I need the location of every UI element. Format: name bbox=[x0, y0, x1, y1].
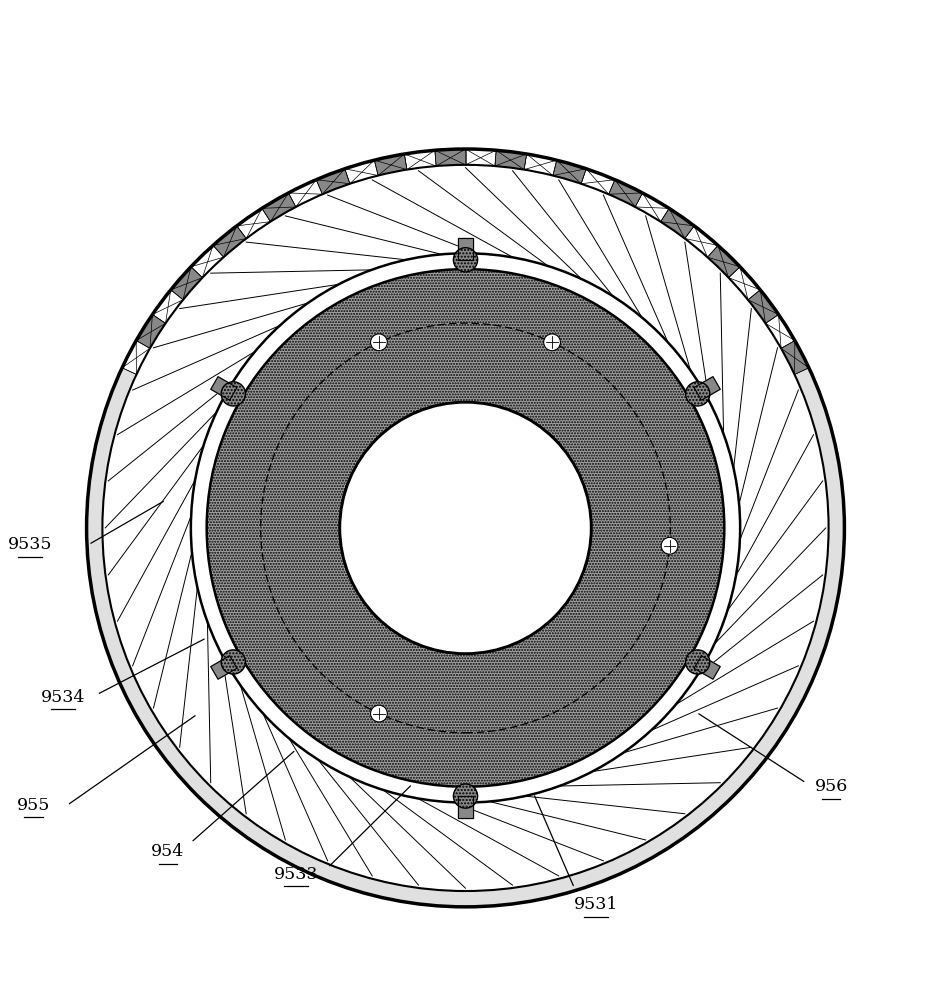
Text: 9533: 9533 bbox=[274, 866, 318, 883]
Wedge shape bbox=[374, 154, 407, 176]
Circle shape bbox=[544, 334, 560, 351]
Wedge shape bbox=[581, 169, 614, 194]
Wedge shape bbox=[495, 150, 527, 170]
Polygon shape bbox=[458, 238, 473, 260]
Wedge shape bbox=[635, 193, 669, 222]
Circle shape bbox=[453, 784, 478, 808]
Wedge shape bbox=[404, 150, 436, 170]
Text: 9535: 9535 bbox=[7, 536, 52, 553]
Wedge shape bbox=[191, 245, 223, 278]
Circle shape bbox=[453, 248, 478, 272]
Text: 954: 954 bbox=[151, 843, 184, 860]
Wedge shape bbox=[136, 314, 166, 348]
Wedge shape bbox=[87, 149, 844, 907]
Polygon shape bbox=[695, 656, 721, 679]
Wedge shape bbox=[684, 226, 718, 257]
Text: 9534: 9534 bbox=[41, 689, 86, 706]
Polygon shape bbox=[210, 656, 236, 679]
Wedge shape bbox=[661, 208, 695, 238]
Wedge shape bbox=[553, 160, 587, 184]
Wedge shape bbox=[435, 149, 466, 166]
Wedge shape bbox=[344, 160, 378, 184]
Circle shape bbox=[371, 334, 387, 351]
Wedge shape bbox=[708, 245, 740, 278]
Wedge shape bbox=[729, 267, 761, 300]
Circle shape bbox=[222, 650, 246, 674]
Circle shape bbox=[84, 146, 847, 910]
Wedge shape bbox=[236, 208, 270, 238]
Circle shape bbox=[105, 168, 826, 888]
Wedge shape bbox=[317, 169, 350, 194]
Wedge shape bbox=[213, 226, 247, 257]
Wedge shape bbox=[524, 154, 557, 176]
Circle shape bbox=[222, 382, 246, 406]
Wedge shape bbox=[207, 269, 724, 787]
Polygon shape bbox=[458, 796, 473, 818]
Circle shape bbox=[340, 402, 591, 654]
Polygon shape bbox=[695, 377, 721, 400]
Text: 955: 955 bbox=[17, 797, 50, 814]
Circle shape bbox=[685, 382, 709, 406]
Wedge shape bbox=[170, 267, 202, 300]
Wedge shape bbox=[122, 341, 150, 374]
Wedge shape bbox=[609, 180, 642, 207]
Circle shape bbox=[371, 705, 387, 722]
Wedge shape bbox=[466, 149, 496, 166]
Wedge shape bbox=[289, 180, 322, 207]
Wedge shape bbox=[765, 314, 795, 348]
Text: 956: 956 bbox=[815, 778, 848, 795]
Circle shape bbox=[661, 537, 678, 554]
Text: 9531: 9531 bbox=[573, 896, 618, 913]
Circle shape bbox=[685, 650, 709, 674]
Wedge shape bbox=[153, 290, 183, 323]
Wedge shape bbox=[781, 341, 809, 374]
Wedge shape bbox=[262, 193, 296, 222]
Wedge shape bbox=[748, 290, 778, 323]
Polygon shape bbox=[210, 377, 236, 400]
